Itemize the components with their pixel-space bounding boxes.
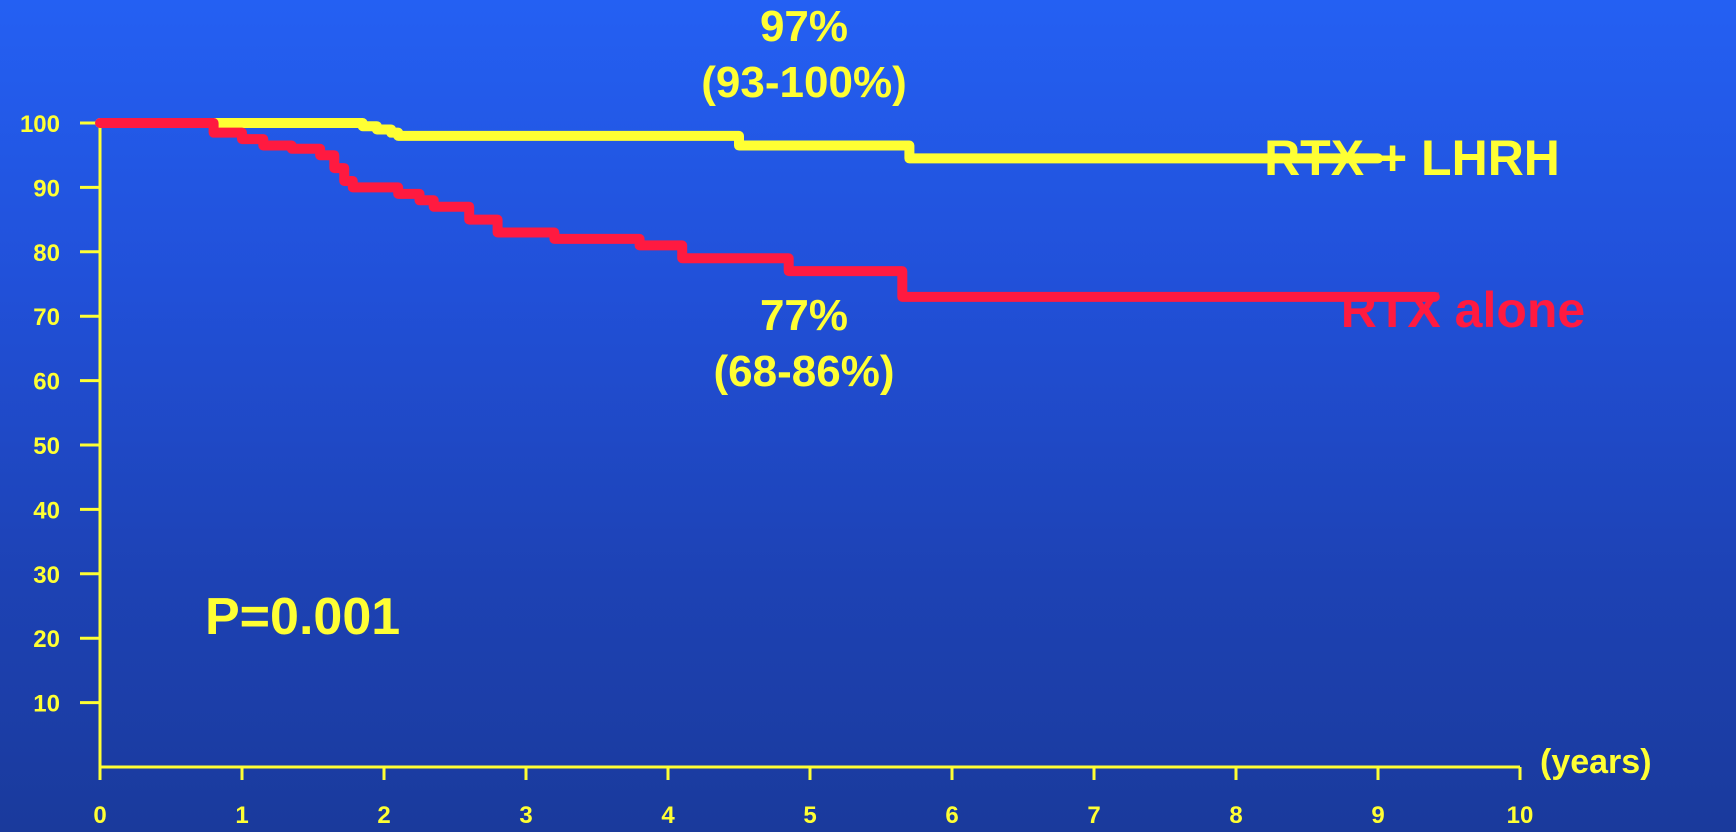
x-tick-label: 5	[803, 802, 816, 829]
annotation-ann2-line-2: (68-86%)	[714, 347, 895, 396]
x-tick-label: 1	[235, 802, 248, 829]
series-label-1: RTX + LHRH	[1264, 130, 1560, 186]
y-tick-label: 40	[33, 497, 60, 524]
labels-group: 97% (93-100%) 77% (68-86%) P=0.001	[205, 2, 907, 646]
y-tick-label: 90	[33, 175, 60, 202]
x-axis-label: (years)	[1540, 743, 1652, 781]
y-tick-label: 80	[33, 240, 60, 267]
y-tick-label: 70	[33, 304, 60, 331]
y-tick-label: 50	[33, 433, 60, 460]
y-tick-label: 100	[20, 111, 60, 138]
x-tick-label: 8	[1229, 802, 1242, 829]
y-tick-label: 10	[33, 691, 60, 718]
x-tick-label: 9	[1371, 802, 1384, 829]
x-tick-label: 7	[1087, 802, 1100, 829]
annotation-ann2-line-1: 77%	[760, 291, 848, 340]
x-tick-label: 4	[661, 802, 675, 829]
series-line-1	[95, 118, 1383, 164]
series-group: RTX + LHRH RTX alone	[95, 118, 1585, 338]
x-tick-label: 2	[377, 802, 390, 829]
y-tick-label: 30	[33, 562, 60, 589]
annotation-ann3-line-1: P=0.001	[205, 588, 400, 646]
annotation-ann1-line-1: 97%	[760, 2, 848, 51]
y-tick-label: 20	[33, 626, 60, 653]
y-tick-label: 60	[33, 369, 60, 396]
x-tick-label: 6	[945, 802, 958, 829]
series-label-2: RTX alone	[1341, 282, 1585, 338]
x-tick-label: 3	[519, 802, 532, 829]
x-tick-label: 0	[93, 802, 106, 829]
series-line-2	[95, 118, 1440, 302]
annotation-ann1-line-2: (93-100%)	[701, 58, 906, 107]
x-tick-label: 10	[1507, 802, 1534, 829]
